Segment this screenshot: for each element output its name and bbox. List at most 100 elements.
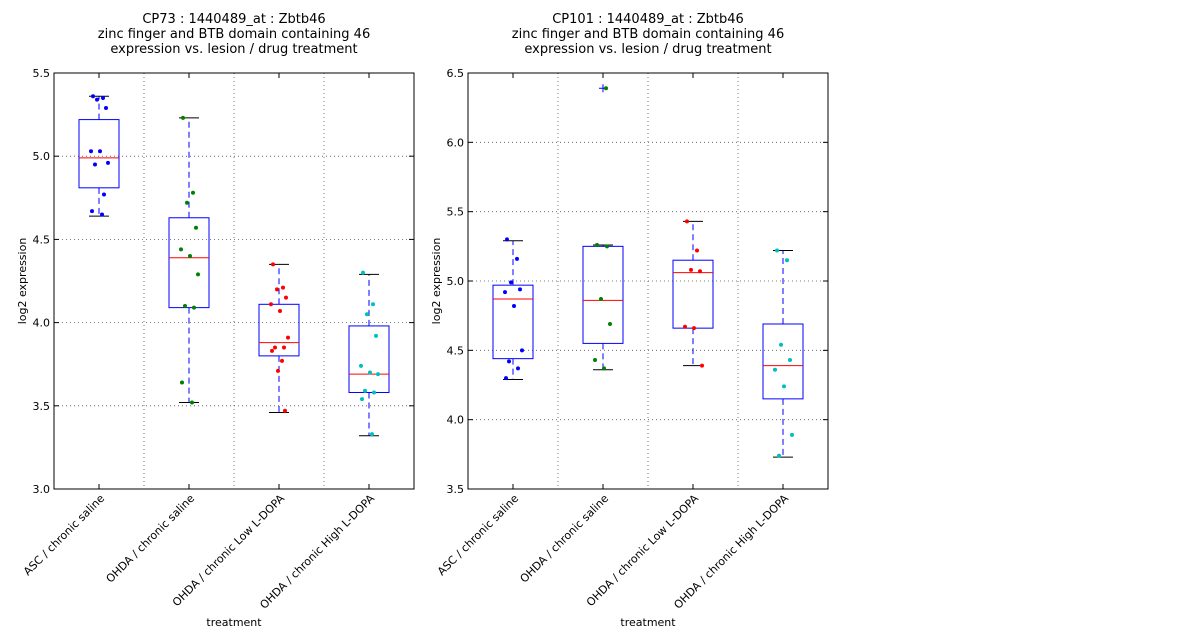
data-point [604,86,608,91]
y-tick-label: 5.5 [447,206,465,219]
data-point [602,366,606,371]
data-point [284,295,288,300]
box-iqr [168,217,210,309]
data-point [363,388,367,393]
data-point [181,115,185,120]
data-point [505,237,509,242]
data-point [365,312,369,317]
data-point [276,368,280,373]
x-axis-label: treatment [206,616,262,629]
plot-frame [53,72,415,490]
data-point [102,192,106,197]
data-point [370,432,374,437]
data-point [509,280,513,285]
box-iqr [492,284,534,360]
data-point [283,408,287,413]
plot-frame [467,72,829,490]
x-tick-label: OHDA / chronic saline [104,492,198,586]
data-point [376,372,380,377]
y-tick-label: 5.0 [33,150,51,163]
box-iqr [78,119,120,189]
data-point [273,345,277,350]
data-point [269,302,273,307]
data-point [280,358,284,363]
y-tick-label: 5.5 [33,67,51,80]
data-point [773,367,777,372]
x-tick-label: OHDA / chronic saline [518,492,612,586]
data-point [700,363,704,368]
data-point [89,149,93,154]
data-point [281,285,285,290]
data-point [282,345,286,350]
y-tick-label: 4.5 [447,344,465,357]
data-point [190,400,194,405]
data-point [782,384,786,389]
data-point [775,248,779,253]
data-point [372,390,376,395]
data-point [516,366,520,371]
data-point [100,212,104,217]
data-point [593,358,597,363]
data-point [595,242,599,247]
data-point [695,248,699,253]
data-point [275,287,279,292]
data-point [360,397,364,402]
data-point [185,200,189,205]
data-point [95,97,99,102]
data-point [371,302,375,307]
y-tick-label: 4.0 [447,414,465,427]
chart-title-line: expression vs. lesion / drug treatment [110,42,357,57]
data-point [504,376,508,381]
data-point [788,358,792,363]
data-point [359,363,363,368]
data-point [512,303,516,308]
box-iqr [582,245,624,344]
data-point [605,244,609,249]
chart-title-line: CP101 : 1440489_at : Zbtb46 [552,12,744,27]
y-axis-label: log2 expression [430,238,443,325]
data-point [196,272,200,277]
chart-title-line: expression vs. lesion / drug treatment [524,42,771,57]
data-point [271,262,275,267]
x-axis-label: treatment [620,616,676,629]
data-point [368,370,372,375]
data-point [599,297,603,302]
chart-title-line: zinc finger and BTB domain containing 46 [98,27,370,42]
y-tick-label: 3.0 [33,483,51,496]
data-point [779,342,783,347]
data-point [503,290,507,295]
y-tick-label: 6.5 [447,67,465,80]
data-point [689,267,693,272]
data-point [777,453,781,458]
box-iqr [348,325,390,393]
data-point [790,432,794,437]
box-iqr [672,259,714,329]
data-point [507,359,511,364]
data-point [286,335,290,340]
data-point [374,333,378,338]
data-point [98,149,102,154]
data-point [518,287,522,292]
data-point [194,225,198,230]
y-tick-label: 4.5 [33,233,51,246]
box-iqr [762,323,804,400]
box-iqr [258,303,300,357]
data-point [191,190,195,195]
x-tick-label: ASC / chronic saline [435,492,521,578]
data-point [91,94,95,99]
data-point [90,209,94,214]
data-point [685,219,689,224]
data-point [179,247,183,252]
data-point [608,321,612,326]
data-point [361,270,365,275]
y-tick-label: 6.0 [447,136,465,149]
data-point [278,308,282,313]
data-point [692,326,696,331]
data-point [101,95,105,100]
data-point [93,162,97,167]
x-tick-label: ASC / chronic saline [21,492,107,578]
data-point [785,258,789,263]
data-point [192,305,196,310]
